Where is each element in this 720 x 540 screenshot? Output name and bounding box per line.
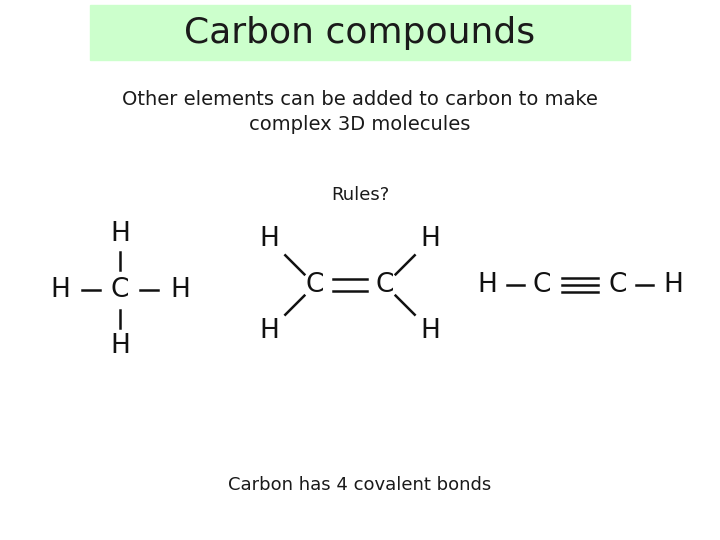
Text: H: H [477,272,497,298]
FancyBboxPatch shape [90,5,630,60]
Text: H: H [420,318,441,343]
Text: Other elements can be added to carbon to make
complex 3D molecules: Other elements can be added to carbon to… [122,90,598,134]
Text: Carbon has 4 covalent bonds: Carbon has 4 covalent bonds [228,476,492,494]
Text: Rules?: Rules? [331,186,389,204]
Text: H: H [110,221,130,247]
Text: Carbon compounds: Carbon compounds [184,16,536,50]
Text: H: H [259,226,279,252]
Text: H: H [420,226,441,252]
Text: H: H [170,277,190,303]
Text: C: C [306,272,324,298]
Text: H: H [259,318,279,343]
Text: C: C [376,272,394,298]
Text: H: H [50,277,70,303]
Text: C: C [111,277,129,303]
Text: H: H [110,333,130,359]
Text: C: C [533,272,552,298]
Text: C: C [609,272,627,298]
Text: H: H [663,272,683,298]
